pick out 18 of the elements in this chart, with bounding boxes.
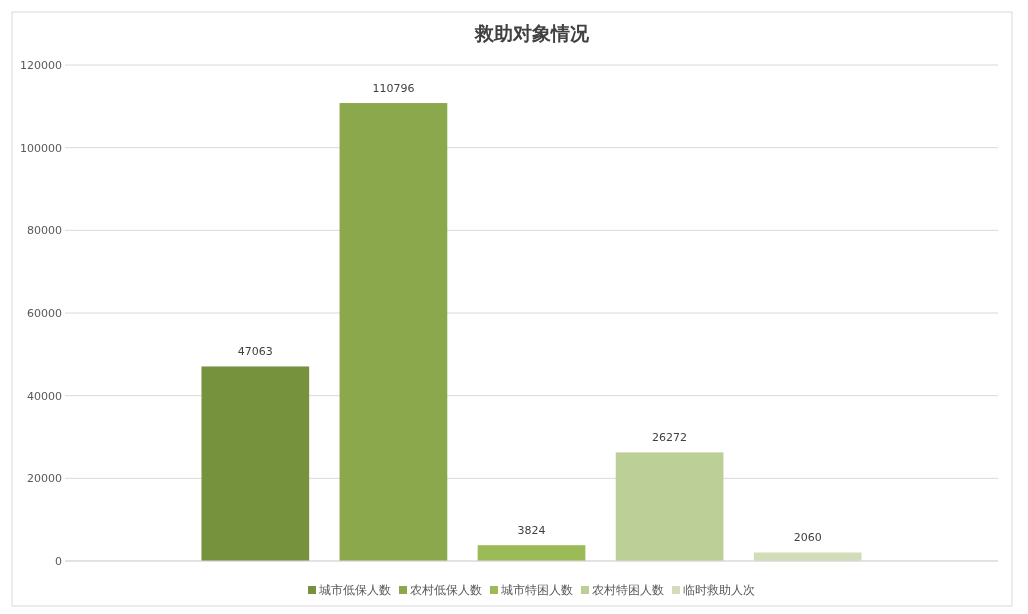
data-label: 3824 [517, 524, 546, 538]
y-tick-label: 60000 [27, 307, 62, 320]
y-tick-label: 120000 [20, 59, 62, 72]
legend-label: 城市低保人数 [318, 583, 391, 597]
data-label: 110796 [372, 82, 415, 96]
chart-title: 救助对象情况 [473, 22, 590, 44]
y-tick-label: 80000 [27, 224, 62, 238]
y-tick-label: 20000 [27, 472, 62, 486]
data-label: 2060 [793, 531, 822, 545]
data-label: 26272 [652, 431, 688, 445]
y-tick-label: 40000 [27, 389, 62, 403]
y-tick-label: 100000 [20, 141, 62, 155]
legend-label: 农村低保人数 [410, 583, 482, 597]
legend-label: 农村特困人数 [592, 583, 664, 597]
data-label: 47063 [237, 345, 273, 359]
y-tick-label: 0 [55, 555, 62, 568]
legend-label: 临时救助人次 [683, 583, 755, 597]
legend-label: 城市特困人数 [500, 583, 573, 597]
